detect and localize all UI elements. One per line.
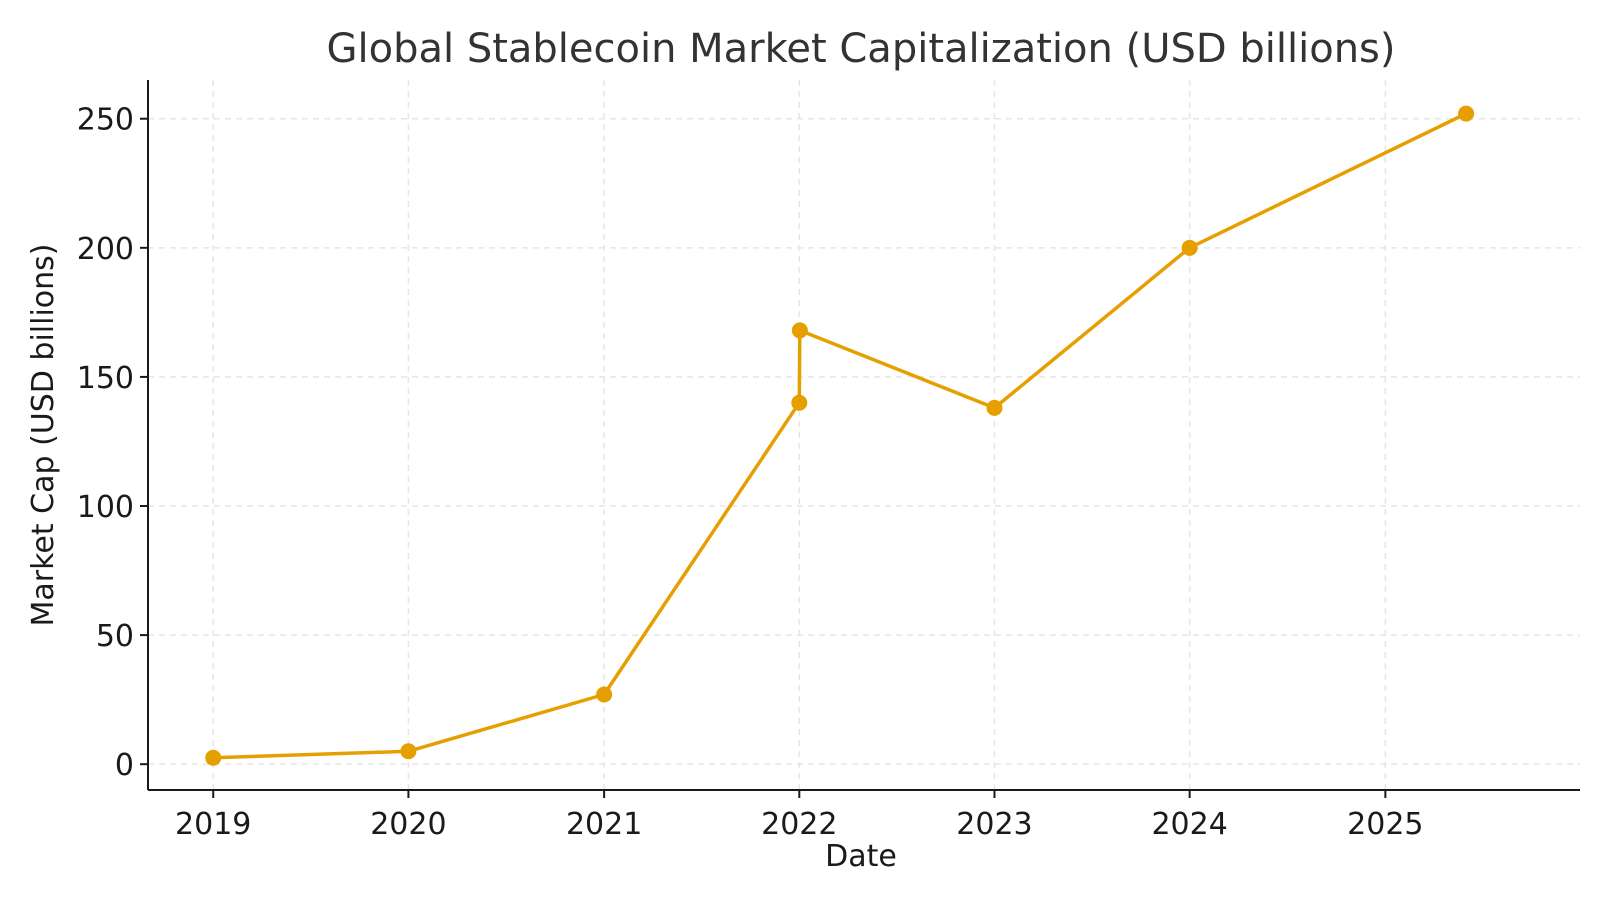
data-point (1181, 239, 1198, 256)
x-tick-label: 2025 (1347, 807, 1423, 842)
y-tick-label: 0 (115, 748, 134, 783)
y-tick-label: 150 (77, 361, 134, 396)
x-tick-label: 2023 (956, 807, 1032, 842)
data-point (791, 322, 808, 339)
grid (148, 80, 1580, 790)
y-axis-label: Market Cap (USD billions) (26, 244, 61, 627)
x-tick-label: 2019 (175, 807, 251, 842)
axes (140, 80, 1580, 798)
data-point (400, 743, 417, 760)
data-point (791, 394, 808, 411)
data-point (596, 686, 613, 703)
x-axis-label: Date (825, 839, 897, 874)
y-tick-label: 250 (77, 103, 134, 138)
x-tick-label: 2021 (566, 807, 642, 842)
data-point (1458, 105, 1475, 122)
y-tick-label: 100 (77, 490, 134, 525)
data-point (986, 399, 1003, 416)
x-tick-label: 2022 (761, 807, 837, 842)
x-tick-label: 2024 (1151, 807, 1227, 842)
x-tick-label: 2020 (370, 807, 446, 842)
y-tick-label: 200 (77, 232, 134, 267)
data-point (205, 749, 222, 766)
chart-title: Global Stablecoin Market Capitalization … (327, 26, 1396, 72)
series-line (211, 111, 1468, 760)
tick-labels: 0 50 100 150 200 250 2019 2020 2021 2022 2023 2024 2… (77, 103, 1424, 842)
series-layer (205, 105, 1475, 766)
y-tick-label: 50 (96, 619, 134, 654)
